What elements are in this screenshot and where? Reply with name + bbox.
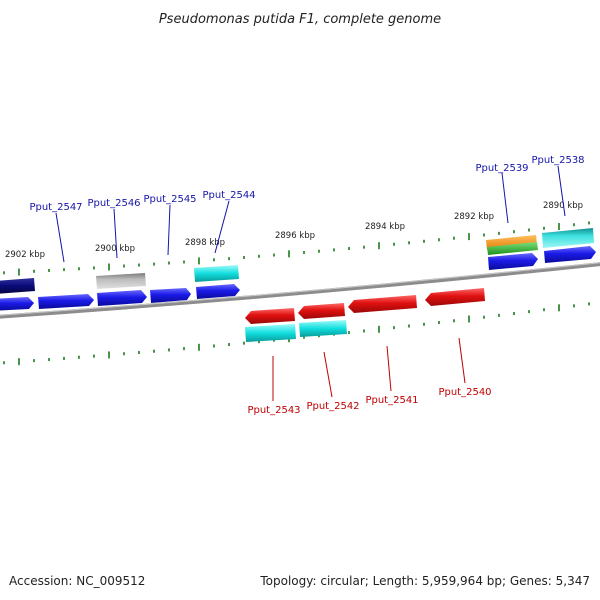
gene-label-pput-2539[interactable]: Pput_2539 <box>475 163 528 174</box>
gene-label-pput-2541[interactable]: Pput_2541 <box>365 395 418 406</box>
forward-cds-arrow[interactable] <box>38 294 94 309</box>
gene-label-pput-2544[interactable]: Pput_2544 <box>202 190 255 201</box>
outer-tick-ring <box>3 221 590 276</box>
reverse-strand-track <box>245 288 485 324</box>
gene-label-pput-2547[interactable]: Pput_2547 <box>29 202 82 213</box>
feature-block[interactable] <box>194 265 239 282</box>
position-scale: 2902 kbp 2900 kbp 2898 kbp 2896 kbp 2894… <box>5 201 583 260</box>
forward-cds-arrow[interactable] <box>488 253 538 270</box>
genome-backbone <box>0 262 600 319</box>
forward-cds-arrow[interactable] <box>196 284 240 299</box>
tick-label: 2892 kbp <box>454 212 494 222</box>
tick-label: 2902 kbp <box>5 250 45 260</box>
reverse-cds-arrow[interactable] <box>348 295 417 313</box>
reverse-gene-labels <box>272 337 466 401</box>
feature-block[interactable] <box>0 278 35 294</box>
accession-text: Accession: NC_009512 <box>9 574 146 588</box>
forward-cds-arrow[interactable] <box>97 290 147 306</box>
forward-strand-track <box>0 246 596 311</box>
reverse-cds-arrow[interactable] <box>245 308 295 324</box>
tick-label: 2898 kbp <box>185 238 225 248</box>
tick-label: 2894 kbp <box>365 222 405 232</box>
gene-label-pput-2538[interactable]: Pput_2538 <box>531 155 584 166</box>
gene-label-pput-2540[interactable]: Pput_2540 <box>438 387 491 398</box>
feature-block[interactable] <box>487 242 538 255</box>
forward-cds-arrow[interactable] <box>150 288 191 303</box>
tick-label: 2890 kbp <box>543 201 583 211</box>
gene-label-pput-2543[interactable]: Pput_2543 <box>247 405 300 416</box>
map-title: Pseudomonas putida F1, complete genome <box>159 12 441 27</box>
feature-block[interactable] <box>299 320 347 337</box>
tick-label: 2900 kbp <box>95 244 135 254</box>
reverse-cds-arrow[interactable] <box>425 288 485 306</box>
forward-cds-arrow[interactable] <box>544 246 596 263</box>
genome-summary-text: Topology: circular; Length: 5,959,964 bp… <box>260 574 590 588</box>
feature-track-upper <box>0 228 594 294</box>
feature-track-lower <box>245 320 347 342</box>
feature-block[interactable] <box>245 324 296 342</box>
forward-cds-arrow[interactable] <box>0 297 34 311</box>
gene-label-pput-2546[interactable]: Pput_2546 <box>87 198 140 209</box>
gene-label-pput-2542[interactable]: Pput_2542 <box>306 401 359 412</box>
forward-gene-labels <box>55 165 566 263</box>
gene-label-pput-2545[interactable]: Pput_2545 <box>143 194 196 205</box>
tick-label: 2896 kbp <box>275 231 315 241</box>
feature-block[interactable] <box>96 273 146 289</box>
reverse-cds-arrow[interactable] <box>298 303 345 319</box>
feature-block[interactable] <box>542 228 594 248</box>
